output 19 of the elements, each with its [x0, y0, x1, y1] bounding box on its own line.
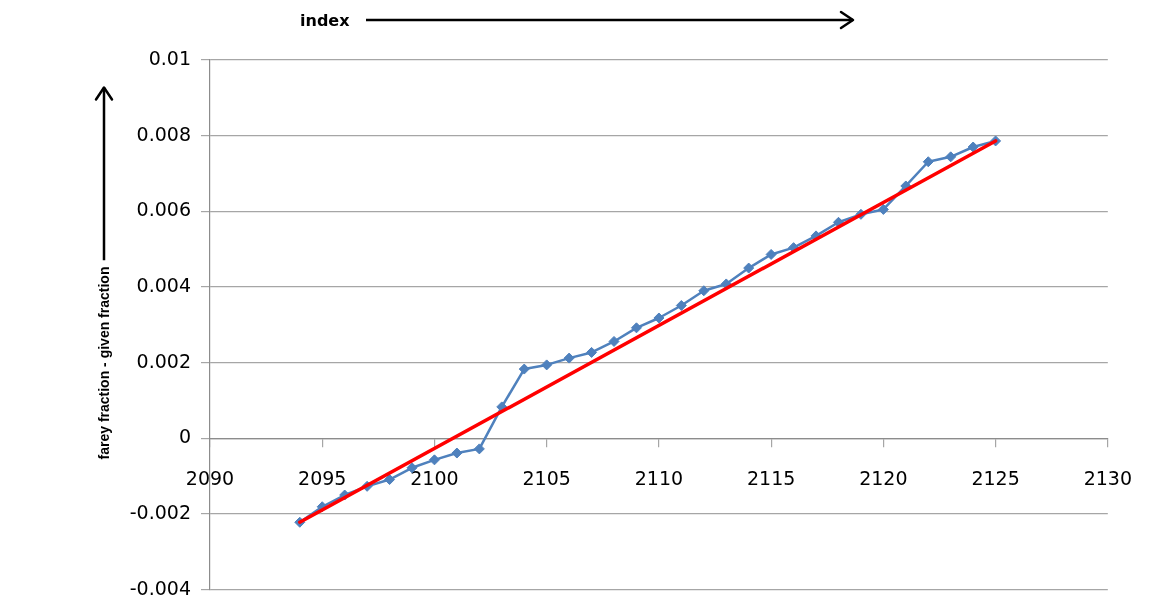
x-tick-label: 2125: [971, 466, 1020, 489]
y-tick-label: -0.004: [129, 576, 191, 599]
x-axis-title: index: [300, 10, 350, 30]
x-tick-label: 2110: [634, 466, 684, 489]
y-tick-label: 0: [178, 425, 191, 448]
x-tick-label: 2130: [1083, 466, 1132, 489]
x-tick-label: 2090: [185, 466, 235, 489]
y-tick-label: 0.002: [136, 349, 191, 372]
y-tick-label: 0.006: [136, 198, 191, 221]
y-tick-label: 0.01: [148, 46, 191, 69]
x-tick-label: 2100: [410, 466, 459, 489]
x-tick-label: 2095: [298, 466, 347, 489]
y-tick-label: 0.004: [136, 273, 191, 296]
y-axis-title: farey fraction - given fraction: [96, 266, 112, 460]
y-tick-label: -0.002: [129, 500, 191, 523]
x-tick-label: 2105: [522, 466, 571, 489]
x-tick-label: 2120: [859, 466, 908, 489]
x-tick-label: 2115: [746, 466, 796, 489]
y-tick-label: 0.008: [136, 122, 191, 145]
